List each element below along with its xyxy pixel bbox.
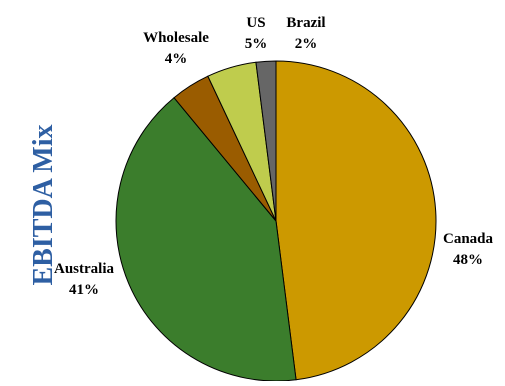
pie-labels: Canada 48% Australia 41% Wholesale 4% US 5% Braz… [54,15,494,298]
pie-slice-brazil [255,60,277,222]
slice-label-canada: Canada [443,231,494,247]
pie-slices [115,60,437,382]
slice-percent-australia: 41% [69,282,99,298]
y-axis-label: EBITDA Mix [28,124,59,285]
slice-label-brazil: Brazil [286,15,325,31]
slice-label-australia: Australia [54,261,115,277]
slice-percent-us: 5% [245,36,268,52]
pie-slice-canada [275,60,437,381]
slice-percent-wholesale: 4% [165,51,188,67]
slice-percent-canada: 48% [453,252,483,268]
slice-percent-brazil: 2% [295,36,318,52]
slice-label-wholesale: Wholesale [143,30,209,46]
pie-slice-australia [115,97,297,382]
slice-label-us: US [246,15,265,31]
